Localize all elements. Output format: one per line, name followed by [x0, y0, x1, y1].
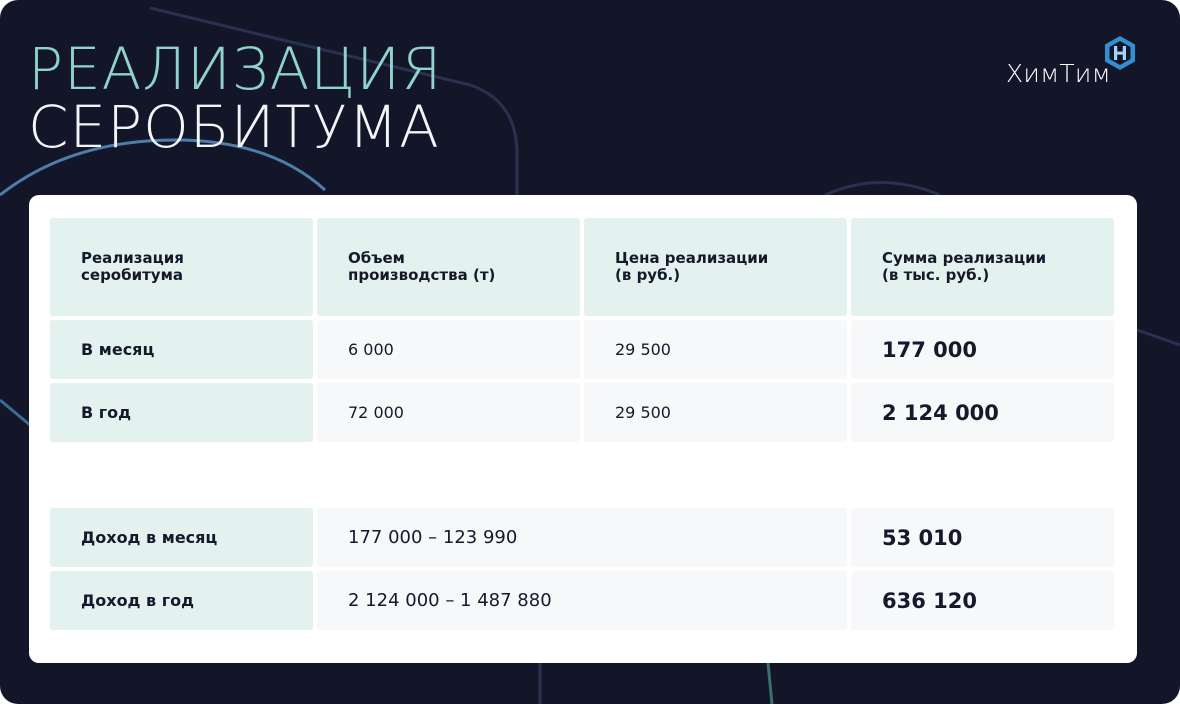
volume-month: 6 000	[317, 320, 580, 379]
header-cell-sales: Реализация серобитума	[50, 218, 313, 316]
header-cell-sum: Сумма реализации (в тыс. руб.)	[851, 218, 1114, 316]
income-label-month: Доход в месяц	[50, 508, 313, 567]
volume-year: 72 000	[317, 383, 580, 442]
income-label-year: Доход в год	[50, 571, 313, 630]
row-label-year: В год	[50, 383, 313, 442]
hexagon-h-logo-icon	[1105, 36, 1135, 70]
income-formula-year: 2 124 000 – 1 487 880	[317, 571, 847, 630]
row-label-month: В месяц	[50, 320, 313, 379]
brand-name: ХимТим	[1006, 59, 1111, 88]
brand-logo: ХимТим	[1006, 34, 1146, 90]
title-line-1: РЕАЛИЗАЦИЯ	[28, 35, 443, 103]
sum-year: 2 124 000	[851, 383, 1114, 442]
sum-month: 177 000	[851, 320, 1114, 379]
income-result-year: 636 120	[851, 571, 1114, 630]
sales-table-card: Реализация серобитума Объем производства…	[29, 195, 1137, 663]
page-title: РЕАЛИЗАЦИЯ СЕРОБИТУМА	[28, 40, 442, 156]
price-year: 29 500	[584, 383, 847, 442]
header-cell-price: Цена реализации (в руб.)	[584, 218, 847, 316]
income-formula-month: 177 000 – 123 990	[317, 508, 847, 567]
header-cell-volume: Объем производства (т)	[317, 218, 580, 316]
price-month: 29 500	[584, 320, 847, 379]
title-line-2: СЕРОБИТУМА	[28, 93, 440, 161]
income-result-month: 53 010	[851, 508, 1114, 567]
